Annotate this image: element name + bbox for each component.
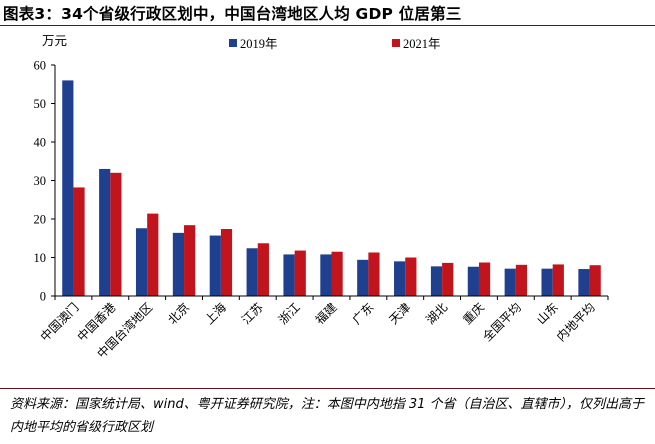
bar-2021 [73,187,85,296]
x-tick-label: 湖北 [423,300,451,328]
bar-chart: 万元 2019年 2021年 0 10 20 30 40 50 60 中国澳门中国香港中国台湾… [34,34,609,361]
bar-2019 [246,248,258,296]
legend-label: 2021年 [403,37,441,51]
bar-2021 [442,262,454,296]
bar-2019 [504,268,516,296]
chart-title: 图表3：34个省级行政区划中，中国台湾地区人均 GDP 位居第三 [3,5,462,23]
title-underline [0,25,655,26]
source-note: 资料来源：国家统计局、wind、粤开证券研究院，注：本图中内地指 31 个省（自… [10,397,645,435]
bar-2019 [320,254,332,296]
legend-swatch [392,39,400,47]
bar-2019 [172,232,185,296]
y-tick-label: 30 [34,174,47,188]
x-tick-label: 江苏 [239,300,266,327]
bar-2021 [478,262,491,296]
bar-2021 [220,229,233,296]
bar-2021 [110,172,122,296]
bar-2019 [283,254,295,296]
x-tick-label: 全国平均 [479,300,524,345]
x-tick-label: 内地平均 [554,300,598,344]
bars [62,80,601,297]
source-divider [0,388,655,389]
x-tick-label: 广东 [350,300,377,327]
y-tick-label: 0 [40,290,46,304]
x-tick-label: 中国澳门 [37,300,82,345]
y-tick-label: 40 [34,136,47,150]
bar-2019 [99,168,111,296]
bar-2019 [578,269,590,296]
x-tick-label: 北京 [165,300,192,327]
bar-2021 [368,252,380,296]
x-tick-label: 福建 [312,300,340,328]
y-tick-label: 50 [34,97,47,111]
bar-2021 [294,250,306,296]
legend-swatch [229,39,237,47]
bar-2021 [331,251,343,296]
bar-2021 [589,265,601,296]
bar-2019 [467,266,479,296]
x-tick-label: 上海 [201,300,229,328]
bar-2021 [147,213,159,296]
legend-label: 2019年 [240,37,278,51]
x-tick-label: 重庆 [460,300,487,327]
y-axis: 0 10 20 30 40 50 60 [34,59,56,304]
bar-2019 [209,235,221,296]
x-tick-label: 山东 [534,300,561,327]
y-tick-label: 60 [34,59,47,73]
x-tick-label: 浙江 [276,300,303,327]
bar-2019 [357,259,369,296]
bar-2019 [430,266,443,296]
legend: 2019年 2021年 [229,37,441,51]
bar-2019 [541,268,553,296]
bar-2019 [135,228,148,296]
y-tick-label: 10 [34,251,47,265]
bar-2019 [62,80,74,297]
bar-2021 [405,257,417,296]
bar-2021 [257,243,269,296]
bar-2021 [184,225,196,296]
bar-2021 [552,264,564,296]
title-bar: 图表3：34个省级行政区划中，中国台湾地区人均 GDP 位居第三 [0,0,655,26]
x-tick-label: 天津 [386,300,413,327]
y-axis-unit-label: 万元 [42,34,67,48]
bar-2021 [515,264,528,296]
y-tick-label: 20 [34,213,47,227]
bar-2019 [394,261,406,296]
